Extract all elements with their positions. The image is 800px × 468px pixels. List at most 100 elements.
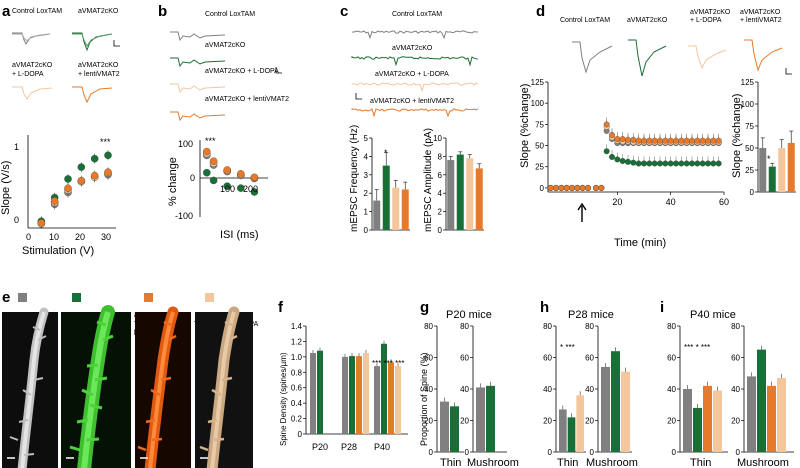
- h-title: P28 mice: [568, 309, 614, 321]
- c1-ylabel: mEPSC Frequency (Hz): [349, 125, 360, 232]
- a-xtick-0: 0: [26, 232, 31, 242]
- g-mush-ytick-label: 60: [460, 354, 469, 363]
- i-thin-ytick-label: 0: [672, 448, 677, 457]
- a-point: [90, 154, 99, 163]
- c1-bar: [382, 165, 390, 230]
- f-significance: *** *** ***: [372, 359, 404, 368]
- panel-letter-d: d: [536, 3, 545, 20]
- c2-bar: [447, 160, 455, 230]
- d1-point: [646, 160, 653, 167]
- i-bar: [683, 389, 692, 452]
- h-xtick-mushroom: Mushroom: [586, 457, 638, 468]
- d1-ytick-label: 75: [535, 120, 544, 129]
- d1-point: [641, 137, 647, 144]
- a-point: [64, 184, 72, 193]
- h-bar: [621, 371, 630, 452]
- c-trace-control: [351, 30, 479, 40]
- a-point: [77, 176, 86, 185]
- b-ytick-0: 0: [190, 173, 195, 183]
- d1-point: [563, 184, 570, 191]
- f-bar: [356, 356, 362, 434]
- b-scale-bar: [275, 67, 282, 74]
- c1-bar: [392, 187, 400, 230]
- d2-ylabel: Slope (%change): [731, 94, 743, 178]
- c2-ytick-label: 0: [438, 226, 443, 235]
- f-bar: [310, 353, 316, 434]
- d2-ytick-label: 50: [745, 144, 754, 153]
- d-significance: *: [767, 154, 771, 164]
- a-trace-ko: [72, 32, 120, 52]
- d1-point: [579, 184, 586, 191]
- b-label-lenti: aVMAT2cKO + lentiVMAT2: [205, 96, 289, 103]
- g-thin-ytick-label: 80: [424, 322, 433, 331]
- d2-ytick-label: 25: [745, 166, 754, 175]
- d-trace-ko: [628, 39, 667, 77]
- c-significance: *: [384, 148, 388, 158]
- i-mush-ytick-label: 0: [736, 448, 741, 457]
- d-trace-control: [572, 41, 613, 74]
- f-bar: [381, 343, 387, 434]
- a-point: [104, 151, 112, 160]
- d1-point: [558, 184, 565, 191]
- b-trace-control: [170, 31, 226, 42]
- d1-point: [598, 184, 605, 191]
- c1-bar: [401, 189, 409, 230]
- d1-point: [673, 137, 679, 144]
- d2-bar: [778, 148, 786, 192]
- d1-point: [593, 184, 599, 191]
- panel-letter-h: h: [540, 299, 549, 316]
- d1-point: [683, 137, 690, 144]
- d1-point: [641, 160, 647, 167]
- f-bar: [363, 353, 369, 434]
- h-spine-type-chart: 0 20 40 60 80 0 20 40 60 80 * ***: [543, 322, 632, 457]
- f-ytick-label: 1.2: [291, 337, 303, 346]
- d2-bar: [787, 142, 795, 192]
- a-trace-lenti: [72, 86, 113, 104]
- panel-letter-b: b: [158, 3, 167, 20]
- d1-point: [705, 160, 711, 167]
- d1-point: [710, 160, 717, 167]
- d-time-course-plot: 0 25 50 75 100 125 20 40 60: [531, 78, 729, 207]
- d1-ytick-label: 25: [535, 163, 544, 172]
- panel-letter-e: e: [2, 289, 10, 306]
- d1-point: [625, 158, 631, 165]
- d1-point: [630, 136, 637, 143]
- h-thin-ytick-label: 60: [543, 354, 552, 363]
- f-ytick-label: 0.8: [291, 368, 303, 377]
- d1-xtick-label: 20: [612, 197, 622, 207]
- d1-point: [651, 160, 658, 167]
- f-ylabel: Spine Density (spines/µm): [279, 352, 288, 446]
- g-xtick-mushroom: Mushroom: [467, 457, 519, 468]
- d1-point: [710, 137, 717, 144]
- d1-ytick-label: 100: [531, 99, 545, 108]
- c2-bar: [475, 168, 483, 230]
- i-mush-ytick-label: 40: [731, 385, 740, 394]
- i-thin-ytick-label: 20: [667, 417, 676, 426]
- c-scale-bar: [355, 93, 362, 100]
- c-amplitude-bar-chart: 0 2 4 6 8 10: [433, 134, 484, 235]
- b-trace-lenti: [170, 111, 226, 122]
- a-trace-ldopa: [12, 86, 53, 100]
- a-label-control: Control LoxTAM: [12, 8, 62, 15]
- f-xtick-p40: P40: [374, 442, 390, 452]
- d1-point: [619, 158, 626, 164]
- i-xtick-thin: Thin: [690, 457, 711, 468]
- g-bar: [440, 401, 449, 452]
- d1-point: [689, 160, 695, 167]
- a-label-lenti: aVMAT2cKO + lentiVMAT2: [78, 62, 120, 78]
- d1-point: [667, 160, 674, 167]
- d1-point: [699, 137, 706, 144]
- b-label-control: Control LoxTAM: [205, 11, 255, 18]
- a-point: [50, 197, 59, 205]
- d1-point: [614, 156, 621, 163]
- c-trace-ko: [351, 55, 479, 67]
- h-bar: [611, 351, 620, 452]
- b-xtick-100: 100: [220, 184, 235, 194]
- f-bar: [374, 366, 380, 434]
- d-label-lenti: aVMAT2cKO + lentiVMAT2: [740, 9, 782, 24]
- b-point: [209, 157, 218, 165]
- d-label-ko: aVMAT2cKO: [627, 17, 668, 24]
- d1-point: [651, 137, 658, 144]
- h-mush-ytick-label: 20: [585, 417, 594, 426]
- g-thin-ytick-label: 0: [429, 448, 434, 457]
